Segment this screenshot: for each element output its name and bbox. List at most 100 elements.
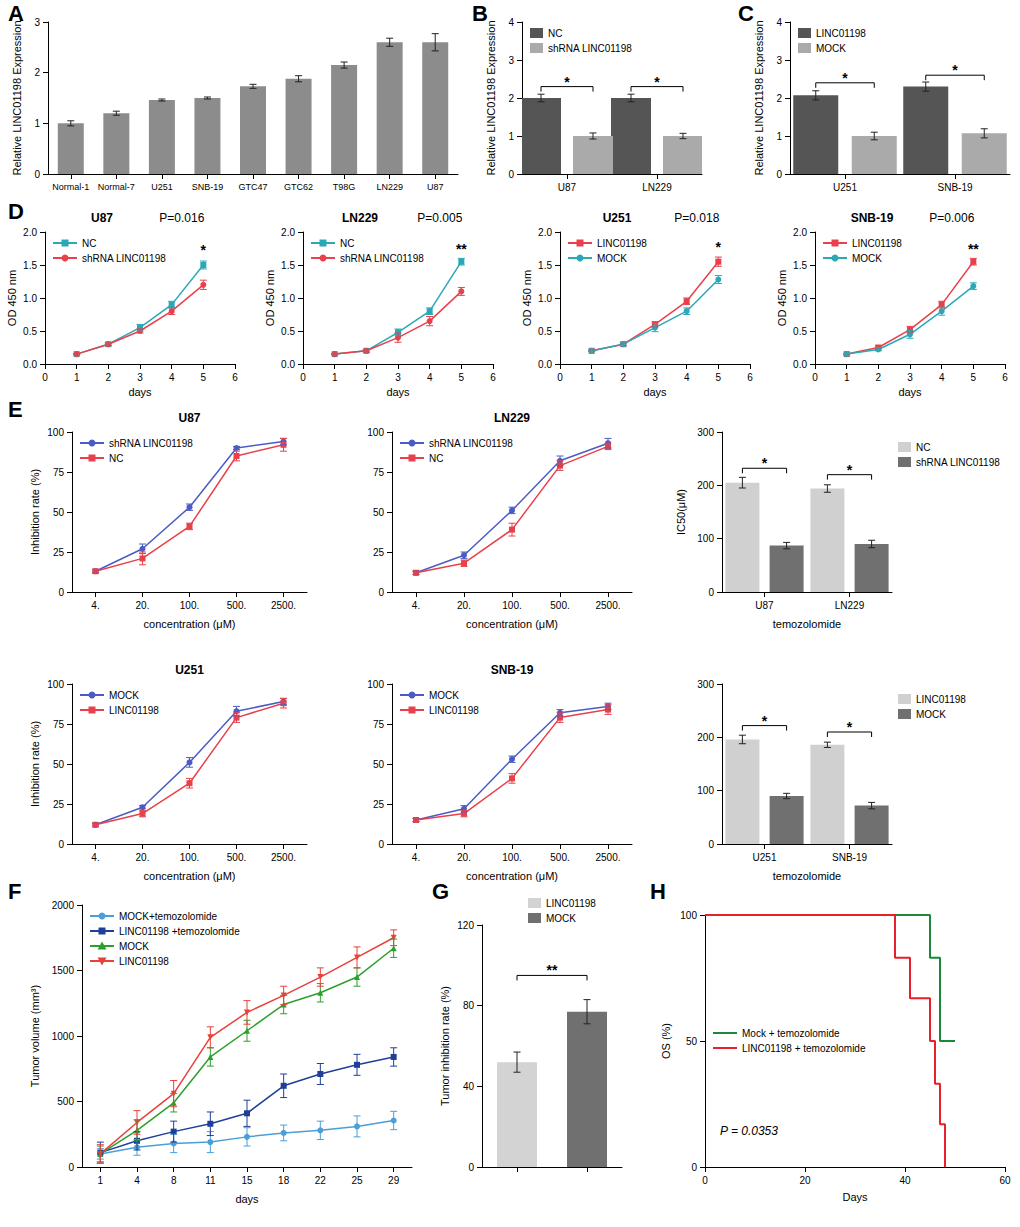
svg-text:3: 3 bbox=[137, 372, 143, 383]
svg-text:40: 40 bbox=[463, 1081, 475, 1092]
svg-text:0.5: 0.5 bbox=[538, 326, 552, 337]
svg-text:20.: 20. bbox=[457, 852, 471, 863]
svg-text:SNB-19: SNB-19 bbox=[832, 852, 867, 863]
svg-text:1500: 1500 bbox=[52, 965, 75, 976]
svg-text:*: * bbox=[564, 74, 570, 90]
svg-text:4.: 4. bbox=[412, 600, 420, 611]
svg-text:100.: 100. bbox=[180, 600, 199, 611]
svg-text:0: 0 bbox=[508, 169, 514, 180]
svg-text:U87: U87 bbox=[558, 182, 577, 193]
svg-text:1.5: 1.5 bbox=[281, 260, 295, 271]
svg-text:1: 1 bbox=[98, 1175, 104, 1186]
svg-text:GTC62: GTC62 bbox=[284, 182, 313, 192]
svg-text:2.0: 2.0 bbox=[23, 227, 37, 238]
svg-text:75: 75 bbox=[373, 719, 385, 730]
svg-text:MOCK+temozolomide: MOCK+temozolomide bbox=[119, 911, 218, 922]
svg-text:*: * bbox=[847, 719, 853, 735]
svg-text:1: 1 bbox=[74, 372, 80, 383]
svg-text:2.0: 2.0 bbox=[281, 227, 295, 238]
svg-text:shRNA LINC01198: shRNA LINC01198 bbox=[340, 253, 424, 264]
svg-text:SNB-19: SNB-19 bbox=[851, 211, 894, 225]
svg-text:SNB-19: SNB-19 bbox=[491, 663, 534, 677]
svg-text:0: 0 bbox=[378, 587, 384, 598]
svg-text:U87: U87 bbox=[178, 411, 200, 425]
svg-text:1.5: 1.5 bbox=[538, 260, 552, 271]
svg-text:18: 18 bbox=[278, 1175, 290, 1186]
svg-text:0.5: 0.5 bbox=[23, 326, 37, 337]
svg-text:25: 25 bbox=[351, 1175, 363, 1186]
svg-text:500: 500 bbox=[57, 1096, 74, 1107]
svg-text:25: 25 bbox=[373, 547, 385, 558]
svg-text:0.0: 0.0 bbox=[23, 359, 37, 370]
svg-text:20.: 20. bbox=[457, 600, 471, 611]
svg-text:Mock + temozolomide: Mock + temozolomide bbox=[742, 1028, 840, 1039]
svg-text:100: 100 bbox=[47, 679, 64, 690]
svg-text:0: 0 bbox=[708, 587, 714, 598]
svg-text:LN229: LN229 bbox=[494, 411, 530, 425]
svg-text:22: 22 bbox=[315, 1175, 327, 1186]
svg-text:15: 15 bbox=[241, 1175, 253, 1186]
svg-text:*: * bbox=[762, 713, 768, 729]
svg-text:OD 450 nm: OD 450 nm bbox=[6, 270, 18, 326]
svg-text:**: ** bbox=[968, 241, 979, 257]
svg-text:0: 0 bbox=[702, 1175, 708, 1186]
svg-text:D: D bbox=[8, 199, 24, 224]
svg-text:concentration (μM): concentration (μM) bbox=[144, 618, 236, 630]
svg-text:60: 60 bbox=[999, 1175, 1011, 1186]
svg-text:4: 4 bbox=[939, 372, 945, 383]
svg-text:20.: 20. bbox=[136, 852, 150, 863]
svg-text:P=0.006: P=0.006 bbox=[929, 211, 974, 225]
svg-text:OD 450 nm: OD 450 nm bbox=[521, 270, 533, 326]
svg-text:1.0: 1.0 bbox=[538, 293, 552, 304]
svg-text:2.0: 2.0 bbox=[538, 227, 552, 238]
svg-text:2500.: 2500. bbox=[271, 852, 296, 863]
svg-text:2: 2 bbox=[876, 372, 882, 383]
svg-text:NC: NC bbox=[548, 28, 562, 39]
svg-text:0.5: 0.5 bbox=[281, 326, 295, 337]
svg-text:LINC01198: LINC01198 bbox=[916, 694, 966, 705]
svg-text:0.0: 0.0 bbox=[538, 359, 552, 370]
svg-text:2000: 2000 bbox=[52, 900, 75, 911]
svg-text:500.: 500. bbox=[227, 600, 246, 611]
svg-text:*: * bbox=[842, 70, 848, 86]
svg-text:200: 200 bbox=[697, 480, 714, 491]
svg-text:2500.: 2500. bbox=[595, 852, 620, 863]
svg-text:100: 100 bbox=[697, 785, 714, 796]
svg-text:Normal-1: Normal-1 bbox=[52, 182, 89, 192]
svg-text:MOCK: MOCK bbox=[816, 43, 846, 54]
svg-text:U251: U251 bbox=[603, 211, 632, 225]
svg-text:**: ** bbox=[456, 241, 467, 257]
svg-text:29: 29 bbox=[388, 1175, 400, 1186]
svg-text:1: 1 bbox=[776, 131, 782, 142]
svg-text:100: 100 bbox=[697, 533, 714, 544]
svg-text:50: 50 bbox=[373, 507, 385, 518]
svg-text:H: H bbox=[650, 879, 666, 904]
svg-text:6: 6 bbox=[232, 372, 238, 383]
svg-text:4: 4 bbox=[776, 17, 782, 28]
svg-text:LINC01198 +temozolomide: LINC01198 +temozolomide bbox=[119, 926, 240, 937]
svg-text:25: 25 bbox=[53, 799, 65, 810]
svg-text:1.0: 1.0 bbox=[23, 293, 37, 304]
svg-text:*: * bbox=[716, 239, 722, 255]
svg-text:50: 50 bbox=[53, 507, 65, 518]
svg-text:4: 4 bbox=[684, 372, 690, 383]
svg-text:Tumor volume (mm³): Tumor volume (mm³) bbox=[29, 985, 41, 1087]
svg-text:5: 5 bbox=[201, 372, 207, 383]
svg-text:P=0.016: P=0.016 bbox=[159, 211, 204, 225]
svg-text:days: days bbox=[386, 386, 410, 398]
svg-text:Relative LINC01198 Expression: Relative LINC01198 Expression bbox=[753, 20, 765, 175]
svg-text:120: 120 bbox=[457, 920, 474, 931]
svg-text:2500.: 2500. bbox=[595, 600, 620, 611]
svg-text:LINC01198: LINC01198 bbox=[816, 28, 866, 39]
svg-text:0.0: 0.0 bbox=[793, 359, 807, 370]
svg-text:6: 6 bbox=[490, 372, 496, 383]
svg-text:100: 100 bbox=[367, 427, 384, 438]
svg-text:NC: NC bbox=[916, 442, 930, 453]
svg-text:4.: 4. bbox=[91, 852, 99, 863]
svg-text:0: 0 bbox=[557, 372, 563, 383]
svg-text:U87: U87 bbox=[91, 211, 113, 225]
svg-text:75: 75 bbox=[53, 719, 65, 730]
svg-text:1: 1 bbox=[34, 118, 40, 129]
svg-text:1: 1 bbox=[589, 372, 595, 383]
svg-text:2: 2 bbox=[364, 372, 370, 383]
